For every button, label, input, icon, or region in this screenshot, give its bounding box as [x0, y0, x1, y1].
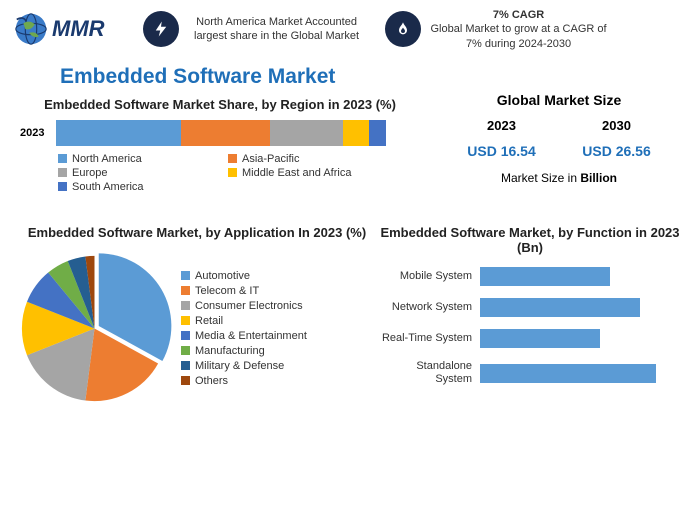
hbar-label: Mobile System — [380, 270, 480, 283]
legend-swatch — [181, 331, 190, 340]
legend-label: Automotive — [195, 270, 250, 282]
pie-svg — [12, 246, 177, 411]
legend-label: Military & Defense — [195, 360, 284, 372]
hbar-chart: Embedded Software Market, by Function in… — [380, 225, 680, 398]
hbar-row: Real-Time System — [380, 329, 680, 348]
flame-icon — [385, 11, 421, 47]
hbar-label: Standalone System — [380, 360, 480, 386]
hbar-row: Network System — [380, 298, 680, 317]
legend-item: Media & Entertainment — [181, 330, 307, 342]
legend-label: Retail — [195, 315, 223, 327]
stacked-segment — [181, 120, 270, 146]
legend-label: Europe — [72, 167, 107, 179]
logo: MMR — [12, 10, 105, 48]
header-cagr-text: 7% CAGR Global Market to grow at a CAGR … — [429, 8, 609, 51]
legend-item: Middle East and Africa — [228, 167, 398, 179]
gms-title: Global Market Size — [444, 92, 674, 108]
legend-label: Telecom & IT — [195, 285, 259, 297]
legend-label: Middle East and Africa — [242, 167, 351, 179]
legend-item: Asia-Pacific — [228, 153, 398, 165]
hbar-track — [480, 364, 680, 383]
header: MMR North America Market Accounted large… — [0, 0, 694, 59]
legend-swatch — [181, 301, 190, 310]
hbar-label: Network System — [380, 301, 480, 314]
hbar-track — [480, 267, 680, 286]
legend-label: Media & Entertainment — [195, 330, 307, 342]
cagr-title: 7% CAGR — [429, 8, 609, 22]
pie-legend: Automotive Telecom & IT Consumer Electroni… — [181, 267, 307, 390]
stacked-segment — [343, 120, 369, 146]
globe-icon — [12, 10, 50, 48]
gms-subtitle: Market Size in Billion — [444, 171, 674, 185]
gms-value-1: USD 16.54 — [467, 143, 535, 159]
legend-item: Military & Defense — [181, 360, 307, 372]
legend-label: Manufacturing — [195, 345, 265, 357]
legend-item: Telecom & IT — [181, 285, 307, 297]
page-title: Embedded Software Market — [60, 65, 694, 89]
hbar-row: Mobile System — [380, 267, 680, 286]
gms-year-2: 2030 — [582, 118, 650, 133]
legend-item: Others — [181, 375, 307, 387]
legend-swatch — [181, 376, 190, 385]
legend-swatch — [181, 361, 190, 370]
legend-label: Consumer Electronics — [195, 300, 303, 312]
legend-swatch — [58, 154, 67, 163]
hbar-label: Real-Time System — [380, 332, 480, 345]
hbar-fill — [480, 267, 610, 286]
pie-chart: Embedded Software Market, by Application… — [12, 225, 382, 411]
header-region-text: North America Market Accounted largest s… — [187, 15, 367, 44]
gms-year-1: 2023 — [467, 118, 535, 133]
stacked-segment — [270, 120, 343, 146]
hbar-fill — [480, 364, 656, 383]
legend-swatch — [58, 168, 67, 177]
legend-item: Automotive — [181, 270, 307, 282]
legend-label: Asia-Pacific — [242, 153, 299, 165]
global-market-size: Global Market Size 2023 USD 16.54 2030 U… — [444, 92, 674, 185]
hbar-fill — [480, 329, 600, 348]
stacked-segment — [56, 120, 181, 146]
legend-item: Manufacturing — [181, 345, 307, 357]
stacked-bar-chart: Embedded Software Market Share, by Regio… — [20, 97, 420, 194]
legend-swatch — [58, 182, 67, 191]
legend-item: Europe — [58, 167, 228, 179]
hbar-title: Embedded Software Market, by Function in… — [380, 225, 680, 255]
legend-swatch — [228, 168, 237, 177]
gms-value-2: USD 26.56 — [582, 143, 650, 159]
legend-swatch — [181, 286, 190, 295]
hbar-row: Standalone System — [380, 360, 680, 386]
header-item-region: North America Market Accounted largest s… — [143, 11, 367, 47]
pie-title: Embedded Software Market, by Application… — [12, 225, 382, 240]
legend-label: North America — [72, 153, 142, 165]
header-item-cagr: 7% CAGR Global Market to grow at a CAGR … — [385, 8, 609, 51]
legend-item: Retail — [181, 315, 307, 327]
legend-label: South America — [72, 181, 144, 193]
legend-label: Others — [195, 375, 228, 387]
cagr-desc: Global Market to grow at a CAGR of 7% du… — [431, 23, 607, 49]
legend-item: North America — [58, 153, 228, 165]
stacked-legend: North America Asia-Pacific Europe Middle Ea… — [58, 152, 420, 194]
legend-swatch — [181, 271, 190, 280]
stacked-segment — [369, 120, 386, 146]
legend-item: South America — [58, 181, 228, 193]
legend-item: Consumer Electronics — [181, 300, 307, 312]
legend-swatch — [181, 346, 190, 355]
legend-swatch — [181, 316, 190, 325]
stacked-bar — [56, 120, 386, 146]
hbar-track — [480, 329, 680, 348]
hbar-track — [480, 298, 680, 317]
stacked-title: Embedded Software Market Share, by Regio… — [20, 97, 420, 112]
bolt-icon — [143, 11, 179, 47]
logo-text: MMR — [52, 16, 105, 42]
hbar-rows: Mobile System Network System Real-Time Sys… — [380, 267, 680, 386]
hbar-fill — [480, 298, 640, 317]
stacked-row-label: 2023 — [20, 127, 56, 139]
legend-swatch — [228, 154, 237, 163]
